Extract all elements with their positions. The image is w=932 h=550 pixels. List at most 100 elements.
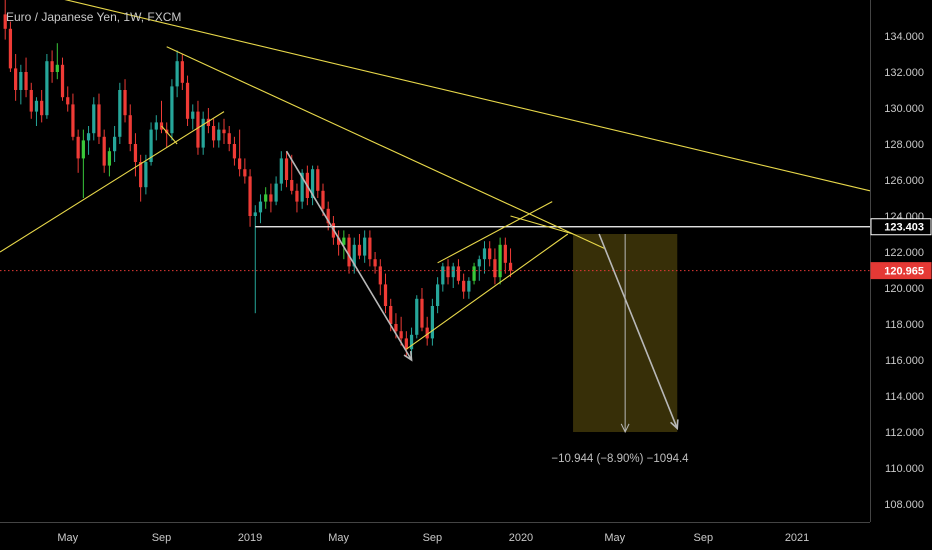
candle-body (368, 237, 372, 260)
candle-body (472, 266, 476, 281)
candle-body (300, 172, 304, 202)
candle-body (310, 169, 315, 198)
x-tick-label: 2021 (785, 532, 809, 544)
candle-body (232, 144, 237, 159)
candle-body (467, 280, 471, 292)
candle-body (420, 298, 424, 328)
candle-body (337, 237, 341, 245)
candle-body (185, 82, 190, 119)
candle-body (415, 298, 419, 335)
candle-body (389, 306, 393, 324)
candle-body (217, 129, 221, 141)
candle-body (107, 151, 112, 166)
current-price-value: 120.965 (884, 266, 924, 278)
candle-body (456, 266, 461, 281)
candle-body (258, 201, 263, 213)
trendline (166, 46, 605, 249)
x-tick-label: Sep (152, 532, 172, 544)
candle-body (451, 266, 455, 278)
candle-body (206, 118, 210, 126)
candle-body (29, 90, 33, 112)
candle-body (446, 266, 450, 278)
candle-body (34, 100, 39, 112)
candle-body (399, 331, 403, 339)
candle-body (394, 324, 398, 332)
candle-body (347, 237, 351, 267)
x-tick-label: Sep (423, 532, 443, 544)
y-tick-label: 122.000 (884, 247, 924, 259)
candle-body (222, 129, 226, 134)
candle-body (430, 306, 435, 339)
candle-body (144, 162, 148, 188)
projection-arrow (285, 150, 413, 361)
x-tick-label: 2020 (509, 532, 533, 544)
y-tick-label: 110.000 (885, 463, 924, 475)
candle-body (295, 190, 299, 202)
candle-body (45, 61, 49, 116)
trendline (437, 201, 553, 264)
chart-title: Euro / Japanese Yen, 1W, FXCM (6, 10, 182, 24)
candle-body (3, 14, 7, 29)
candle-body (139, 162, 143, 188)
candle-body (409, 334, 414, 350)
candle-body (40, 100, 44, 116)
candle-body (149, 129, 153, 162)
y-tick-label: 128.000 (884, 139, 924, 151)
candle-body (477, 259, 481, 267)
x-tick-label: 2019 (238, 532, 262, 544)
candle-body (503, 244, 507, 263)
y-tick-label: 130.000 (884, 103, 924, 115)
y-tick-label: 114.000 (885, 391, 924, 403)
candle-body (19, 72, 23, 90)
current-price-badge (870, 262, 932, 280)
candle-body (357, 244, 362, 256)
x-tick-label: May (57, 532, 78, 544)
y-tick-label: 118.000 (885, 319, 924, 331)
candle-body (383, 284, 388, 306)
candle-body (238, 158, 242, 170)
candle-body (128, 115, 132, 144)
candle-body (508, 262, 513, 271)
x-tick-label: Sep (694, 532, 714, 544)
candle-body (248, 176, 252, 216)
trendline (406, 233, 569, 350)
candle-body (175, 61, 179, 87)
projection-measure-label: −10.944 (−8.90%) −1094.4 (551, 453, 689, 465)
trendline (0, 111, 225, 253)
y-tick-label: 132.000 (884, 67, 924, 79)
candle-body (279, 158, 283, 184)
candle-body (14, 68, 18, 90)
candle-body (92, 104, 96, 134)
candle-body (86, 133, 91, 141)
candle-body (55, 64, 59, 72)
x-tick-label: May (604, 532, 625, 544)
candles-layer (3, 0, 513, 357)
candle-body (488, 248, 492, 260)
candle-body (170, 86, 174, 134)
candle-body (133, 144, 138, 162)
candle-body (498, 244, 502, 278)
candle-body (404, 338, 408, 350)
candle-body (211, 126, 216, 141)
candle-body (274, 183, 278, 202)
candle-body (321, 190, 325, 209)
candle-body (243, 169, 247, 177)
candle-body (425, 327, 429, 339)
candle-body (97, 104, 101, 137)
candle-body (435, 284, 440, 306)
candle-body (201, 118, 205, 148)
trendline (64, 0, 871, 192)
candle-body (8, 28, 13, 69)
candle-body (342, 237, 346, 245)
candle-body (118, 90, 122, 137)
candle-body (227, 133, 231, 144)
candle-body (112, 136, 117, 152)
candle-body (196, 111, 200, 148)
y-tick-label: 120.000 (884, 283, 924, 295)
y-tick-label: 116.000 (885, 355, 924, 367)
candle-body (441, 266, 445, 285)
candle-body (253, 212, 257, 216)
horizontal-level-badge (870, 218, 932, 236)
